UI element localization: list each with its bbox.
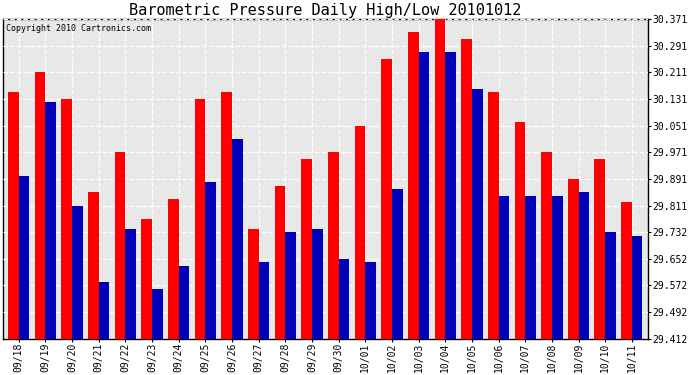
Bar (632, 236, 642, 339)
Bar (152, 289, 163, 339)
Bar (46, 102, 56, 339)
Bar (568, 179, 578, 339)
Bar (19, 176, 30, 339)
Text: Copyright 2010 Cartronics.com: Copyright 2010 Cartronics.com (6, 24, 151, 33)
Bar (275, 186, 285, 339)
Bar (472, 89, 482, 339)
Title: Barometric Pressure Daily High/Low 20101012: Barometric Pressure Daily High/Low 20101… (129, 3, 522, 18)
Bar (488, 92, 499, 339)
Bar (461, 39, 472, 339)
Bar (621, 202, 632, 339)
Bar (99, 282, 110, 339)
Bar (328, 152, 339, 339)
Bar (34, 72, 46, 339)
Bar (141, 219, 152, 339)
Bar (8, 92, 19, 339)
Bar (365, 262, 376, 339)
Bar (515, 122, 525, 339)
Bar (382, 59, 392, 339)
Bar (221, 92, 232, 339)
Bar (392, 189, 402, 339)
Bar (285, 232, 296, 339)
Bar (435, 19, 445, 339)
Bar (259, 262, 269, 339)
Bar (339, 259, 349, 339)
Bar (195, 99, 206, 339)
Bar (541, 152, 552, 339)
Bar (445, 52, 456, 339)
Bar (88, 192, 99, 339)
Bar (115, 152, 126, 339)
Bar (499, 196, 509, 339)
Bar (61, 99, 72, 339)
Bar (525, 196, 536, 339)
Bar (552, 196, 562, 339)
Bar (419, 52, 429, 339)
Bar (72, 206, 83, 339)
Bar (168, 199, 179, 339)
Bar (248, 229, 259, 339)
Bar (126, 229, 136, 339)
Bar (578, 192, 589, 339)
Bar (408, 32, 419, 339)
Bar (206, 182, 216, 339)
Bar (312, 229, 323, 339)
Bar (605, 232, 615, 339)
Bar (355, 126, 365, 339)
Bar (302, 159, 312, 339)
Bar (595, 159, 605, 339)
Bar (232, 139, 243, 339)
Bar (179, 266, 189, 339)
